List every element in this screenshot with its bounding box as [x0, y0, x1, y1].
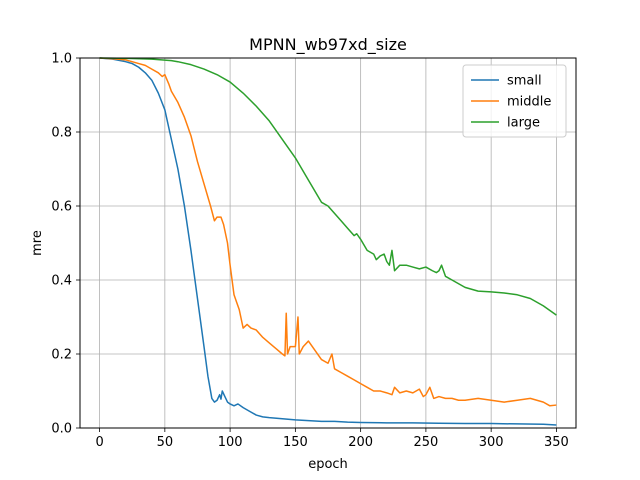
x-tick-label: 100 — [218, 435, 243, 450]
y-tick-label: 0.8 — [51, 126, 72, 141]
x-tick-label: 0 — [95, 435, 103, 450]
x-tick-label: 250 — [413, 435, 438, 450]
y-tick-label: 1.0 — [51, 52, 72, 67]
x-tick-label: 150 — [283, 435, 308, 450]
legend-label-small: small — [507, 74, 542, 89]
y-tick-label: 0.6 — [51, 200, 72, 215]
x-tick-label: 350 — [544, 435, 569, 450]
y-axis-label: mre — [30, 230, 45, 256]
series-line-large — [99, 57, 557, 316]
y-axis-ticks: 0.0 0.2 0.4 0.6 0.8 1.0 — [51, 52, 80, 437]
chart-title: MPNN_wb97xd_size — [249, 35, 407, 55]
series-group — [99, 57, 557, 426]
x-axis-ticks: 0 50 100 150 200 250 300 350 — [95, 428, 569, 450]
x-tick-label: 50 — [157, 435, 174, 450]
x-tick-label: 300 — [479, 435, 504, 450]
x-axis-label: epoch — [308, 457, 348, 472]
y-tick-label: 0.2 — [51, 348, 72, 363]
series-line-middle — [99, 57, 557, 407]
y-tick-label: 0.0 — [51, 422, 72, 437]
legend-label-large: large — [507, 116, 540, 131]
series-line-small — [99, 57, 557, 426]
legend: small middle large — [462, 64, 567, 138]
plot-frame — [79, 57, 577, 429]
x-tick-label: 200 — [348, 435, 373, 450]
y-tick-label: 0.4 — [51, 274, 72, 289]
legend-box — [462, 64, 567, 138]
legend-label-middle: middle — [507, 95, 551, 110]
